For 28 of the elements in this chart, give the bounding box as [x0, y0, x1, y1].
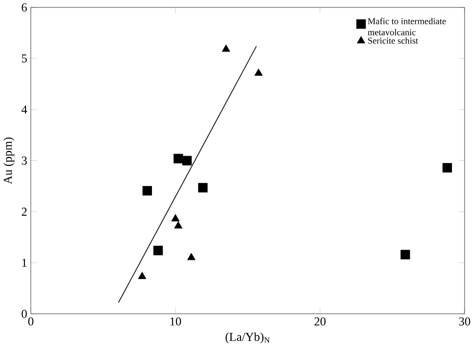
point	[174, 154, 184, 164]
point	[171, 214, 180, 222]
point	[138, 272, 146, 280]
x-tick-label: 0	[28, 317, 34, 326]
point	[400, 250, 410, 260]
y-tick-label: 2	[22, 208, 27, 216]
y-tick-label: 3	[22, 156, 27, 165]
point	[182, 156, 192, 166]
point	[142, 186, 152, 196]
legend-label: Mafic to intermediate metavolcanic	[368, 18, 446, 36]
point	[153, 246, 163, 256]
x-tick-label: 30	[459, 317, 470, 326]
x-axis-title: (La/Yb)$_{N}$	[226, 332, 270, 344]
point	[174, 221, 182, 229]
y-tick-label: 1	[22, 258, 27, 267]
y-tick-label: 6	[22, 3, 27, 12]
y-tick-label: 0	[22, 310, 27, 318]
point	[198, 183, 208, 193]
y-axis-title: Au (ppm)	[3, 138, 14, 184]
y-tick-label: 4	[21, 106, 28, 114]
y-tick-label: 5	[22, 54, 27, 63]
legend-label: Sericite schist	[368, 37, 418, 44]
point	[442, 163, 452, 173]
point	[187, 253, 196, 260]
x-tick-label: 10	[170, 317, 181, 326]
point	[254, 68, 263, 76]
point	[222, 44, 230, 52]
x-tick-label: 20	[314, 317, 326, 326]
